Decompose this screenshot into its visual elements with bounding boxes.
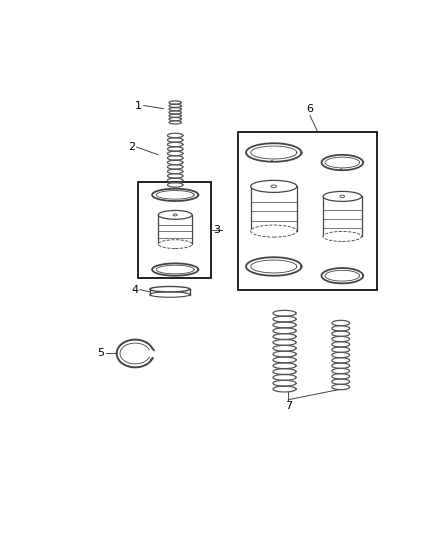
Ellipse shape [150,292,190,297]
Text: 2: 2 [128,142,135,152]
Bar [251,187,297,231]
Text: 6: 6 [307,104,314,114]
Ellipse shape [340,195,345,198]
Bar [158,215,192,244]
Ellipse shape [173,214,177,216]
Text: 1: 1 [135,101,142,110]
Bar [138,182,212,278]
Ellipse shape [323,191,361,201]
Bar [323,196,361,237]
Ellipse shape [251,225,297,237]
Ellipse shape [150,287,190,292]
Ellipse shape [323,231,361,241]
Text: 7: 7 [285,401,292,411]
Ellipse shape [251,180,297,192]
Text: 3: 3 [214,224,221,235]
Bar [238,132,377,289]
Ellipse shape [271,185,276,188]
Text: 4: 4 [131,285,138,295]
Text: 5: 5 [97,349,104,359]
Ellipse shape [158,211,192,219]
Ellipse shape [158,240,192,248]
